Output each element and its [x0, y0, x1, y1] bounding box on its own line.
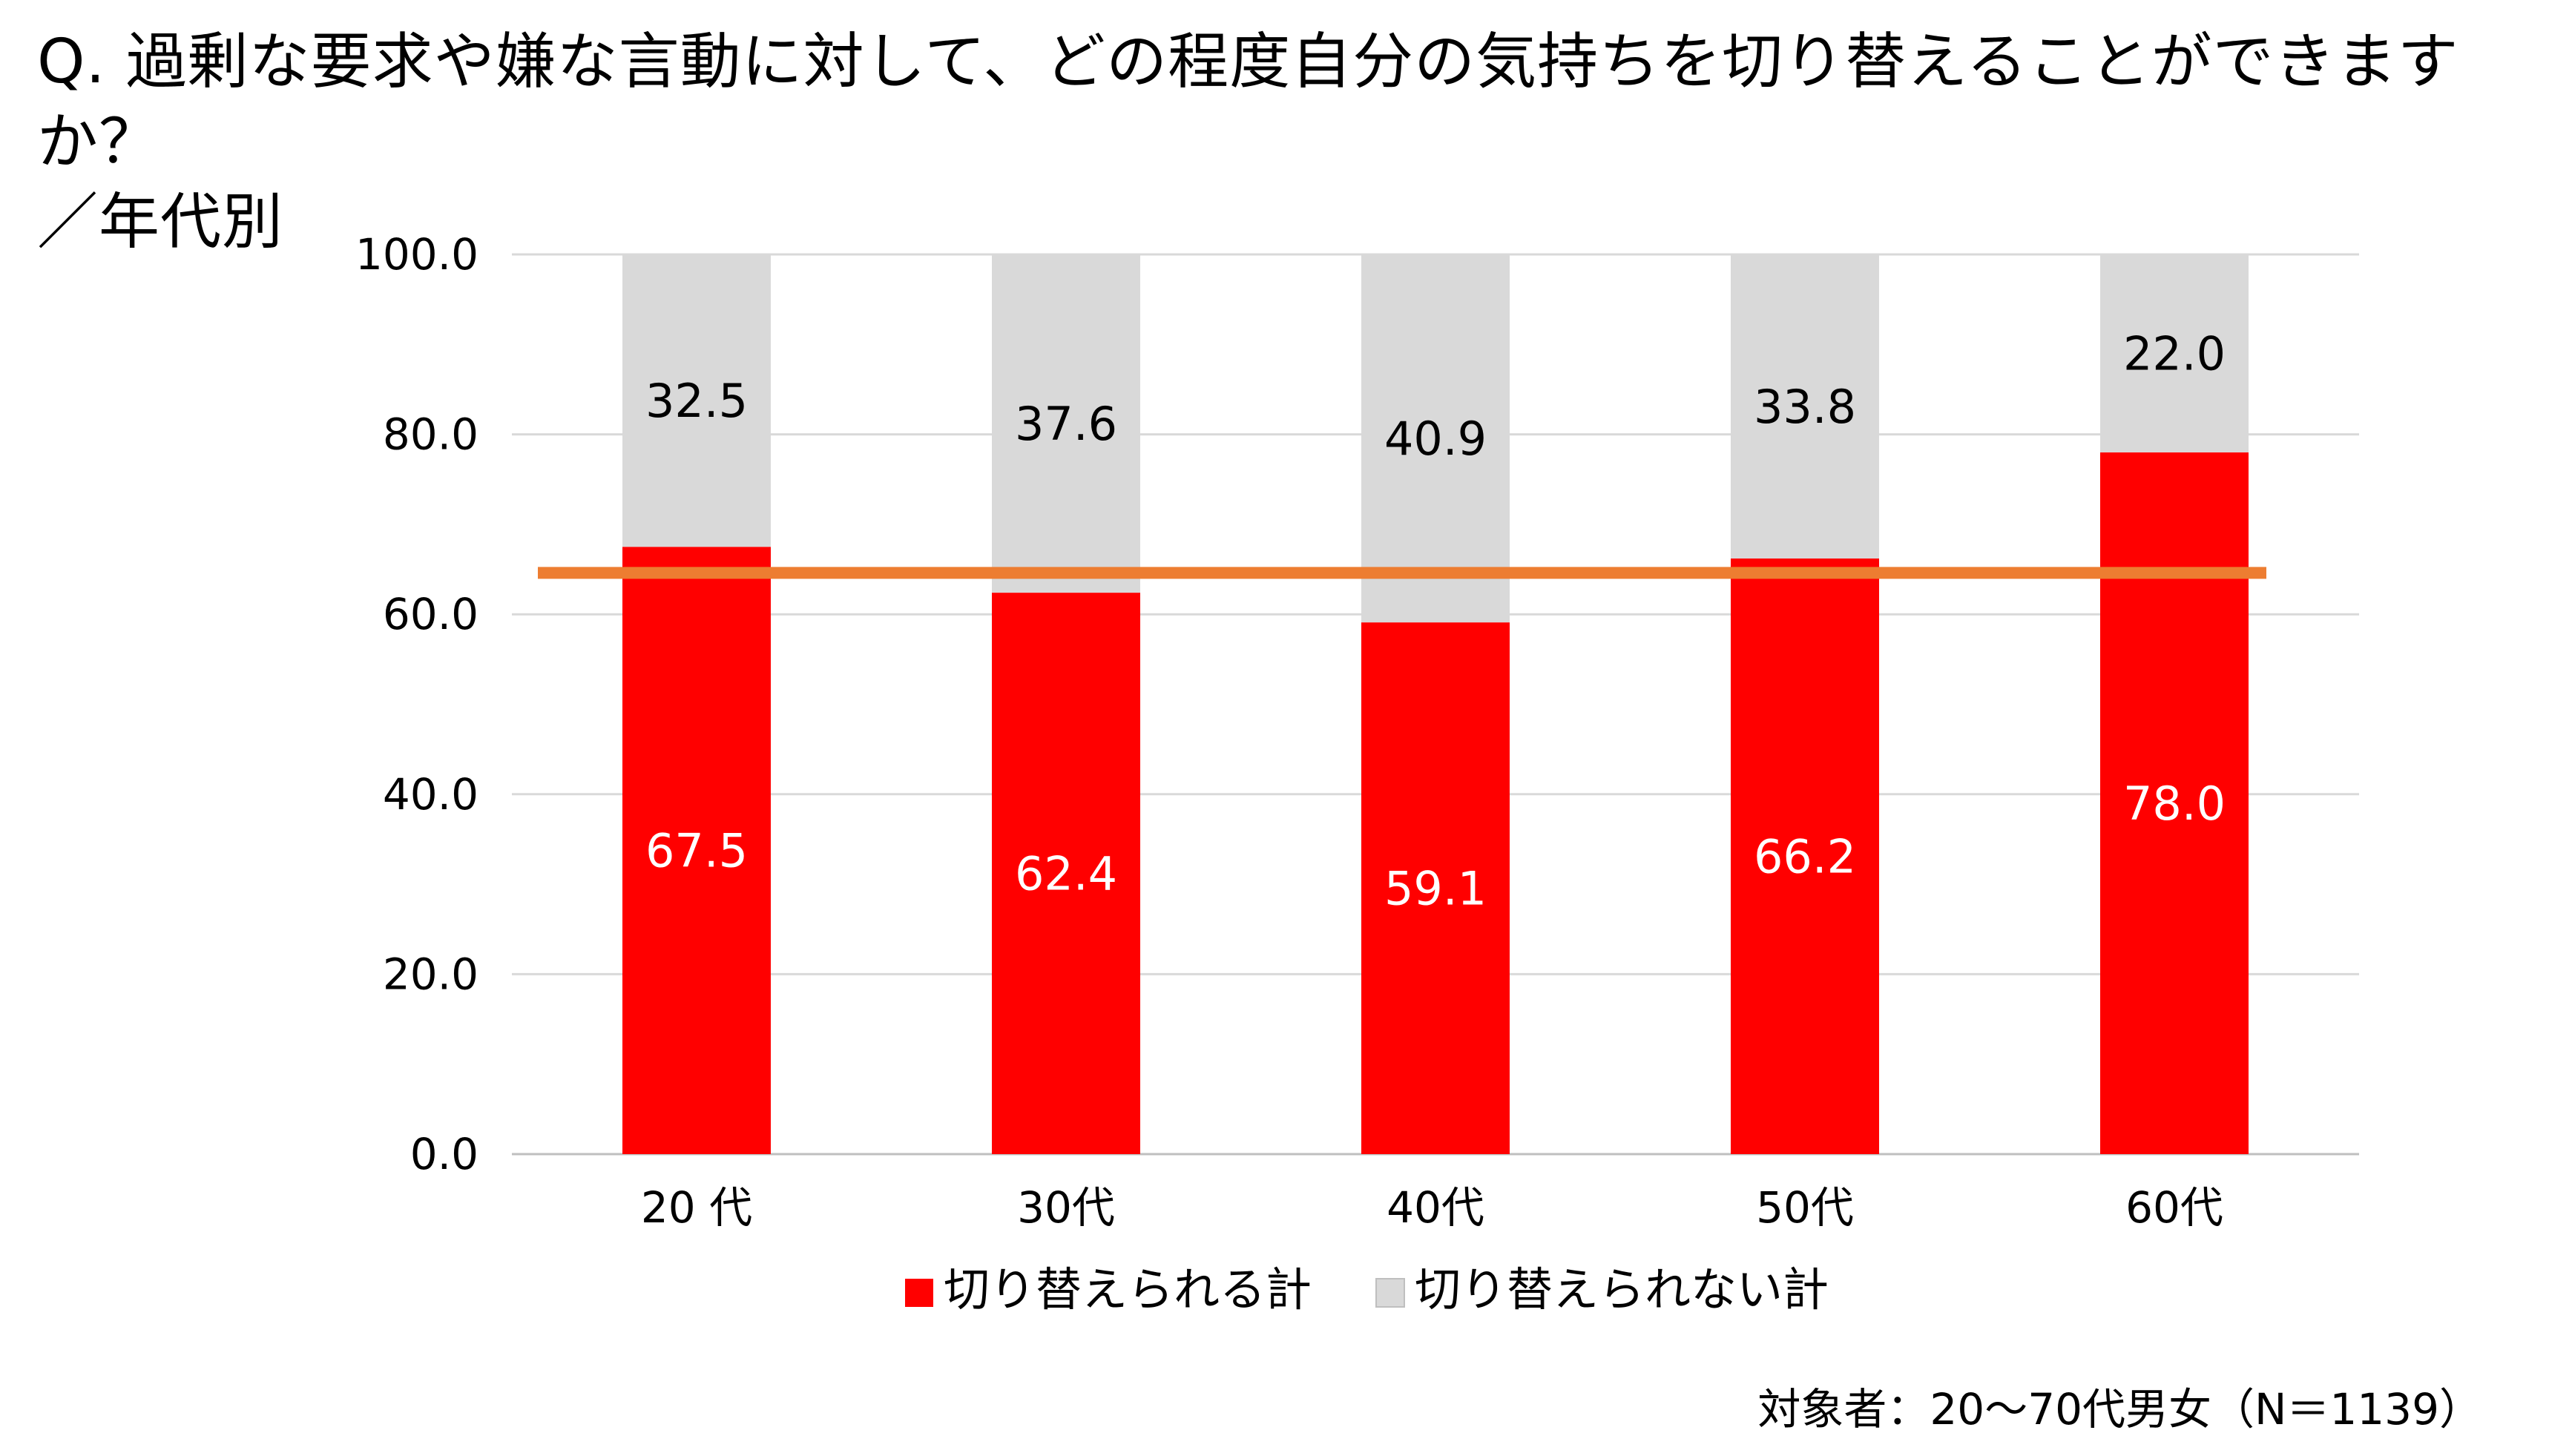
legend-swatch — [1375, 1278, 1405, 1308]
legend-label: 切り替えられない計 — [1415, 1262, 1829, 1317]
legend-swatch — [905, 1279, 933, 1307]
bar-segment — [1731, 558, 1879, 1154]
x-category-label: 50代 — [1756, 1182, 1854, 1233]
sample-footnote: 対象者：20～70代男女（N＝1139） — [1757, 1384, 2482, 1434]
data-label: 78.0 — [2123, 777, 2226, 831]
data-label: 37.6 — [1015, 397, 1117, 451]
bar-segment — [1731, 254, 1879, 559]
bar-segment — [2100, 254, 2249, 452]
y-tick-label: 60.0 — [383, 589, 478, 639]
data-label: 62.4 — [1015, 847, 1117, 901]
x-category-label: 20 代 — [641, 1182, 752, 1233]
bar-segment — [1361, 622, 1510, 1154]
y-tick-label: 20.0 — [383, 949, 478, 999]
data-label: 40.9 — [1384, 412, 1487, 466]
data-label: 67.5 — [645, 824, 748, 878]
data-label: 33.8 — [1754, 380, 1856, 434]
x-category-label: 60代 — [2125, 1182, 2223, 1233]
data-label: 59.1 — [1384, 862, 1487, 916]
legend-label: 切り替えられる計 — [944, 1262, 1312, 1317]
bar-segment — [992, 593, 1140, 1154]
data-label: 32.5 — [645, 374, 748, 428]
data-label: 66.2 — [1754, 829, 1856, 883]
bar-segment — [1361, 254, 1510, 623]
y-tick-label: 80.0 — [383, 409, 478, 460]
data-label: 22.0 — [2123, 326, 2226, 381]
bar-segment — [992, 254, 1140, 593]
bar-segment — [622, 254, 771, 547]
chart-title-line1: Q. 過剰な要求や嫌な言動に対して、どの程度自分の気持ちを切り替えることができま… — [37, 27, 2459, 177]
y-tick-label: 0.0 — [410, 1129, 478, 1179]
y-tick-label: 100.0 — [355, 229, 478, 280]
chart-title: Q. 過剰な要求や嫌な言動に対して、どの程度自分の気持ちを切り替えることができま… — [37, 22, 2530, 263]
chart-title-line2: ／年代別 — [37, 187, 284, 257]
x-category-label: 30代 — [1017, 1182, 1115, 1233]
x-category-label: 40代 — [1387, 1182, 1484, 1233]
bar-segment — [622, 547, 771, 1154]
y-tick-label: 40.0 — [383, 769, 478, 820]
